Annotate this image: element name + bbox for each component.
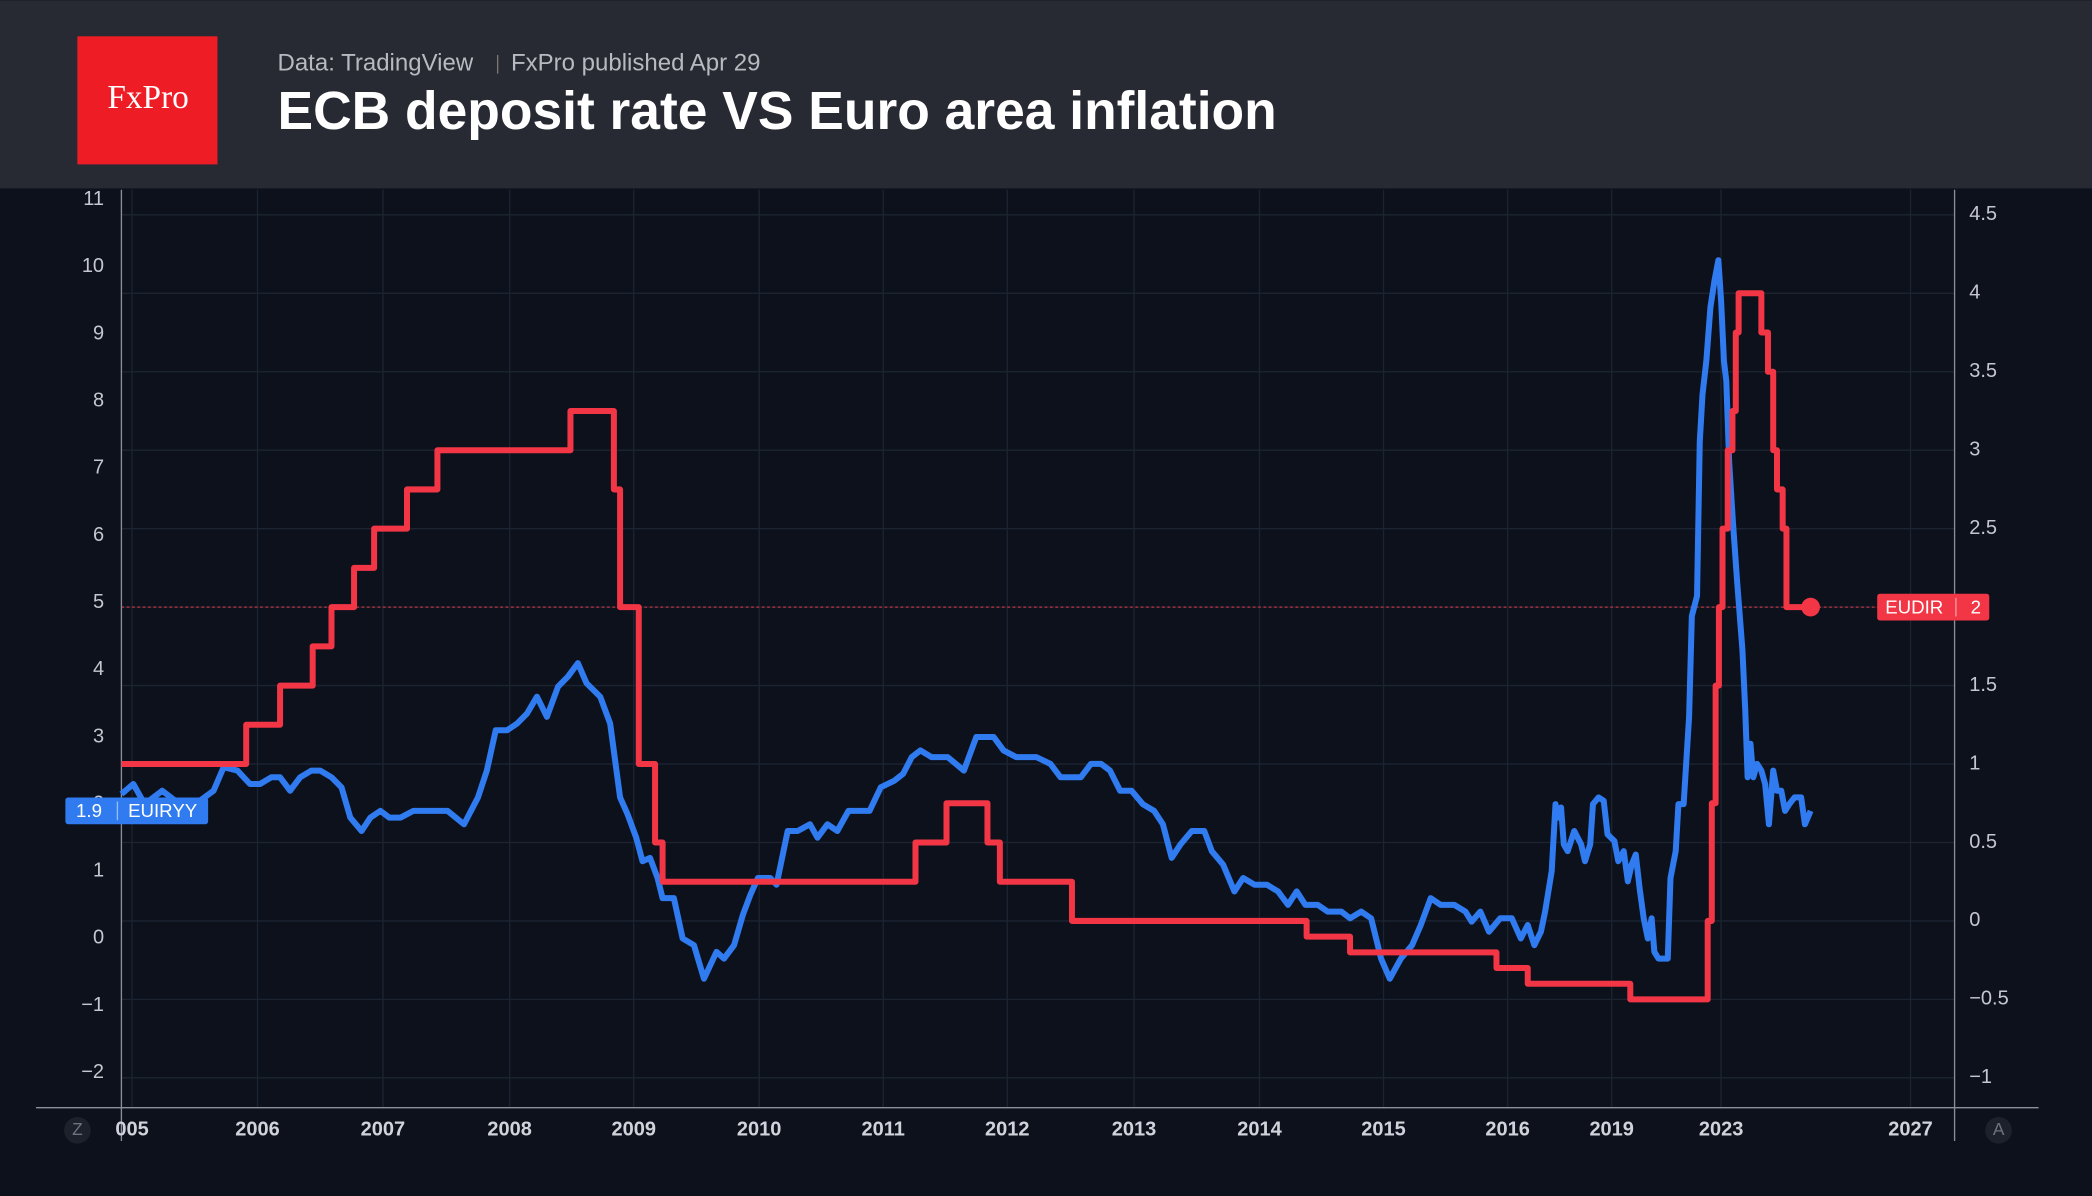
last-value-label: 2 bbox=[1971, 596, 1981, 617]
y2-tick-label: 4 bbox=[1969, 282, 1980, 304]
y2-tick-label: −1 bbox=[1969, 1066, 1992, 1088]
y2-tick-label: 0 bbox=[1969, 909, 1980, 931]
y2-tick-label: −0.5 bbox=[1969, 988, 2008, 1010]
last-point bbox=[1801, 597, 1820, 617]
y-tick-label: 8 bbox=[93, 390, 104, 412]
y-tick-label: 11 bbox=[83, 188, 104, 210]
x-tick-label: 2027 bbox=[1888, 1119, 1933, 1141]
y-tick-label: 3 bbox=[93, 725, 104, 747]
x-tick-label: 2015 bbox=[1361, 1119, 1406, 1141]
series-line bbox=[121, 290, 1811, 1003]
source: Data: TradingView bbox=[278, 50, 474, 77]
logo-text: FxPro bbox=[107, 79, 189, 116]
x-tick-label: 2008 bbox=[487, 1119, 532, 1141]
series-name: EUDIR bbox=[1885, 596, 1943, 617]
y-tick-label: 9 bbox=[93, 322, 104, 344]
last-value-label: 1.9 bbox=[76, 800, 102, 821]
series-name: EUIRYY bbox=[128, 800, 198, 821]
x-tick-label: 2014 bbox=[1237, 1119, 1282, 1141]
x-tick-label: 2011 bbox=[862, 1119, 905, 1141]
x-tick-label: 2019 bbox=[1589, 1119, 1634, 1141]
header bbox=[0, 0, 2092, 189]
y2-tick-label: 4.5 bbox=[1969, 203, 1997, 225]
plot bbox=[119, 257, 1820, 1003]
y-tick-label: 0 bbox=[93, 927, 104, 949]
scale-button[interactable] bbox=[64, 1116, 91, 1144]
grid bbox=[121, 189, 1955, 1108]
last-value-box bbox=[1877, 593, 1990, 621]
y2-tick-label: 3 bbox=[1969, 438, 1980, 460]
scale-button-label[interactable]: Z bbox=[72, 1119, 83, 1139]
y-tick-label: 4 bbox=[93, 658, 104, 680]
y2-tick-label: 2.5 bbox=[1969, 517, 1997, 539]
x-tick-label: 2010 bbox=[737, 1119, 782, 1141]
x-tick-label: 2006 bbox=[235, 1119, 280, 1141]
auto-button-label[interactable]: A bbox=[1993, 1119, 2005, 1139]
last-value-box bbox=[65, 797, 209, 825]
x-tick-label: 2023 bbox=[1699, 1119, 1744, 1141]
chart-title: ECB deposit rate VS Euro area inflation bbox=[278, 82, 1277, 141]
series-line bbox=[119, 257, 1814, 982]
x-tick-label: 2012 bbox=[985, 1119, 1030, 1141]
auto-button[interactable] bbox=[1985, 1116, 2012, 1144]
y2-tick-label: 1 bbox=[1969, 752, 1980, 774]
y2-tick-label: 1.5 bbox=[1969, 674, 1997, 696]
x-tick-label: 2007 bbox=[361, 1119, 406, 1141]
y-tick-label: 5 bbox=[93, 591, 104, 613]
published: FxPro published Apr 29 bbox=[511, 50, 760, 77]
y-tick-label: 10 bbox=[82, 255, 104, 277]
y-tick-label: −2 bbox=[81, 1061, 104, 1083]
y-tick-label: −1 bbox=[81, 994, 104, 1016]
x-tick-label: 005 bbox=[115, 1119, 148, 1141]
y2-tick-label: 3.5 bbox=[1969, 360, 1997, 382]
y-tick-label: 6 bbox=[93, 524, 104, 546]
y2-tick-label: 0.5 bbox=[1969, 831, 1997, 853]
axes bbox=[36, 189, 2039, 1142]
x-tick-label: 2013 bbox=[1112, 1119, 1157, 1141]
x-tick-label: 2016 bbox=[1485, 1119, 1530, 1141]
logo bbox=[77, 36, 218, 165]
y-tick-label: 1 bbox=[93, 860, 104, 882]
x-tick-label: 2009 bbox=[611, 1119, 656, 1141]
y-tick-label: 7 bbox=[93, 457, 104, 479]
